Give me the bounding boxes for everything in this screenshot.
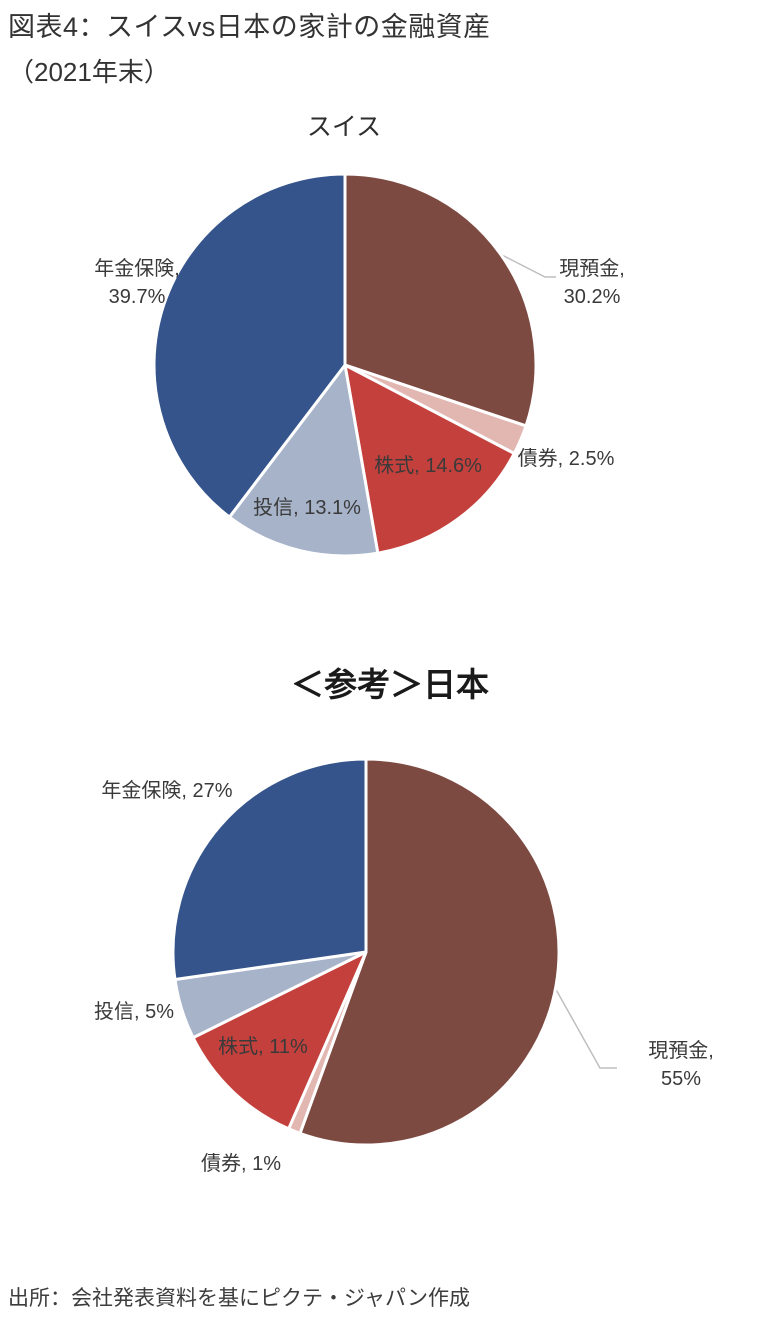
pie1-cash-leader-line: [499, 253, 556, 278]
pie2-label-funds: 投信, 5%: [93, 1001, 175, 1023]
pie1-slice-pension: [152, 172, 347, 519]
figure-title: 図表4：スイスvs日本の家計の金融資産: [8, 12, 491, 42]
pie2-label-cash: 現預金, 55%: [648, 1040, 714, 1090]
pie2-slice-stocks: [191, 950, 368, 1131]
pie2-slice-cash: [298, 757, 561, 1147]
pie2-label-bonds: 債券, 1%: [200, 1153, 282, 1175]
pie1-slice-stocks: [343, 363, 516, 555]
pie2-label-stocks: 株式, 11%: [218, 1036, 308, 1058]
figure-subtitle: （2021年末）: [8, 57, 170, 87]
pie1-slice-cash: [343, 172, 538, 428]
pie1-label-pension: 年金保険, 39.7%: [94, 258, 180, 308]
pie2-title: ＜参考＞日本: [291, 666, 489, 703]
pie1-label-bonds: 債券, 2.5%: [517, 448, 615, 470]
pie1-label-cash: 現預金, 30.2%: [559, 258, 625, 308]
pie1-label-funds: 投信, 13.1%: [253, 497, 361, 519]
pie1-label-stocks: 株式, 14.6%: [374, 455, 482, 477]
source-note: 出所：会社発表資料を基にピクテ・ジャパン作成: [8, 1287, 470, 1310]
pie2-slice-pension: [171, 757, 368, 981]
pie1-slice-funds: [227, 363, 380, 558]
pie2-label-pension: 年金保険, 27%: [101, 780, 233, 802]
pie2-cash-leader-line: [553, 985, 617, 1069]
pie1-title: スイス: [306, 113, 382, 141]
